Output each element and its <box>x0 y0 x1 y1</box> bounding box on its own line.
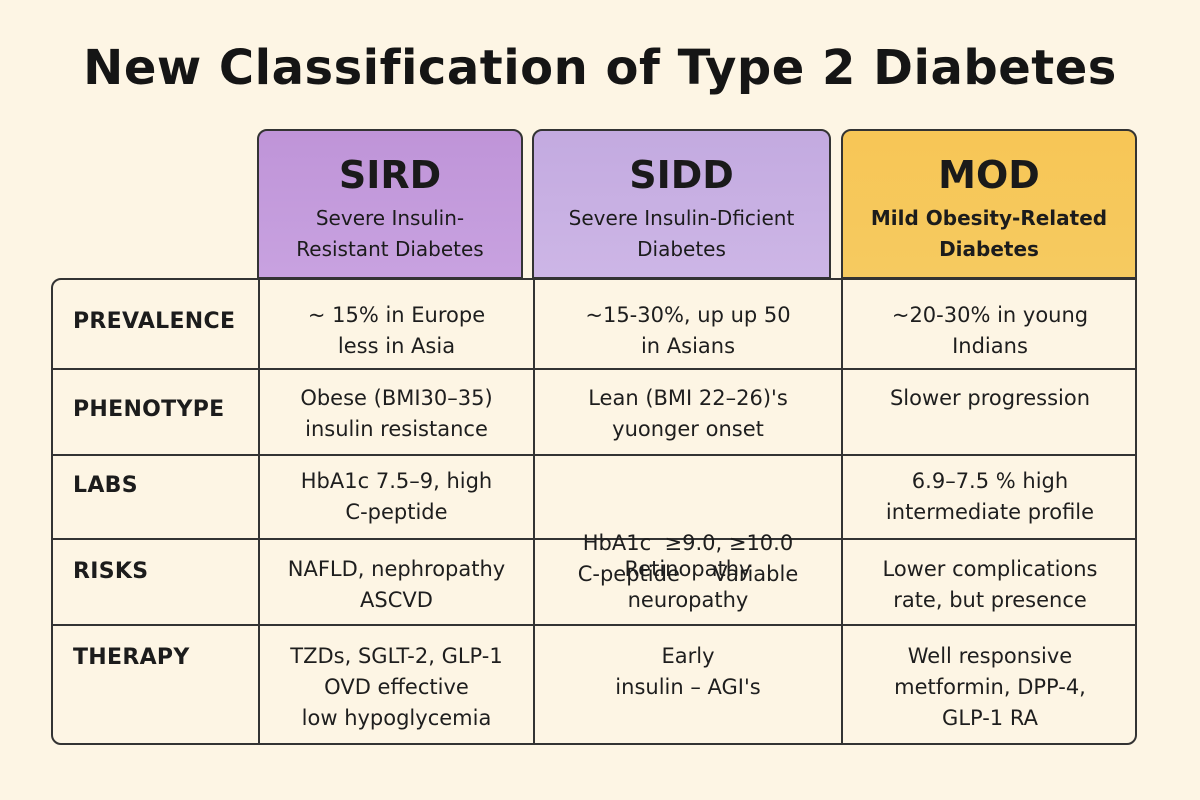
column-full-name: Mild Obesity-Related Diabetes <box>870 206 1108 261</box>
column-abbreviation: MOD <box>938 153 1040 197</box>
column-full-name: Severe Insulin-Resistant Diabetes <box>296 206 484 261</box>
row-label-risks: RISKS <box>73 559 149 584</box>
page-title: New Classification of Type 2 Diabetes <box>83 40 1117 96</box>
row-label-phenotype: PHENOTYPE <box>73 397 225 422</box>
row-label-prevalence: PREVALENCE <box>73 309 236 334</box>
column-divider <box>841 280 843 743</box>
column-abbreviation: SIDD <box>629 153 734 197</box>
row-divider <box>53 624 1135 626</box>
table-cell: NAFLD, nephropathy ASCVD <box>287 557 506 612</box>
table-cell: Lower complications rate, but presence <box>882 557 1098 612</box>
column-abbreviation: SIRD <box>338 153 442 197</box>
column-header-sird: SIRD Severe Insulin-Resistant Diabetes <box>257 129 523 279</box>
row-divider <box>53 538 1135 540</box>
row-label-labs: LABS <box>73 473 138 498</box>
table-cell: TZDs, SGLT-2, GLP-1 OVD effective low hypo… <box>290 644 503 730</box>
table-cell: Well responsive metformin, DPP-4, GLP-1 RA <box>894 644 1086 730</box>
column-divider <box>533 280 535 743</box>
column-header-mod: MOD Mild Obesity-Related Diabetes <box>841 129 1137 279</box>
table-cell: Early insulin – AGI's <box>615 644 761 699</box>
row-label-therapy: THERAPY <box>73 645 190 670</box>
column-divider <box>258 280 260 743</box>
table-cell: ~ 15% in Europe less in Asia <box>307 303 486 358</box>
column-header-sidd: SIDD Severe Insulin-Dficient Diabetes <box>532 129 831 279</box>
table-cell: HbA1c 7.5–9, high C-peptide <box>300 469 493 524</box>
table-cell: Retinopathy neuropathy <box>624 557 752 612</box>
table-cell: HbA1c ≥9.0, ≥10.0 C-peptide Variable <box>577 531 799 586</box>
row-divider <box>53 454 1135 456</box>
table-cell: 6.9–7.5 % high intermediate profile <box>885 469 1095 524</box>
table-cell: ~20-30% in young Indians <box>891 303 1089 358</box>
table-cell: Lean (BMI 22–26)'s yuonger onset <box>588 386 788 441</box>
classification-table: PREVALENCE PHENOTYPE LABS RISKS THERAPY … <box>51 278 1137 745</box>
table-cell: ~15-30%, up up 50 in Asians <box>585 303 791 358</box>
table-cell: Obese (BMI30–35) insulin resistance <box>300 386 493 441</box>
row-divider <box>53 368 1135 370</box>
table-cell: Slower progression <box>889 386 1091 410</box>
column-full-name: Severe Insulin-Dficient Diabetes <box>568 206 795 261</box>
